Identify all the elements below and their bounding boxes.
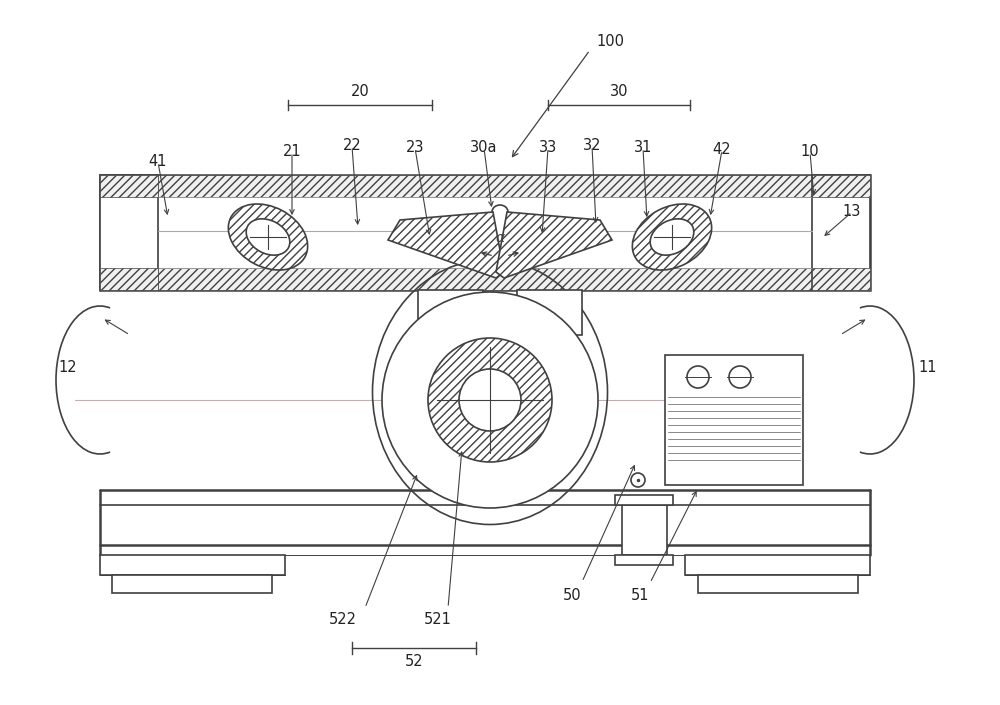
Circle shape [729, 366, 751, 388]
Bar [100, 268, 158, 290]
Circle shape [687, 366, 709, 388]
Text: 23: 23 [406, 140, 424, 156]
Bar [100, 175, 870, 197]
Bar [665, 355, 803, 485]
Text: 30a: 30a [470, 140, 498, 156]
Text: 10: 10 [801, 145, 819, 159]
Bar [812, 175, 870, 197]
Text: 100: 100 [596, 35, 624, 49]
Ellipse shape [650, 219, 694, 255]
Text: 33: 33 [539, 140, 557, 156]
Text: 30: 30 [610, 83, 628, 99]
Bar [112, 575, 272, 593]
Bar [468, 353, 532, 371]
Text: 51: 51 [631, 587, 649, 603]
Bar [100, 175, 158, 290]
Text: 41: 41 [149, 154, 167, 169]
Bar [615, 555, 673, 565]
Text: α: α [495, 231, 505, 245]
Circle shape [428, 338, 552, 462]
Bar [517, 290, 582, 335]
Text: 12: 12 [59, 360, 77, 376]
Text: 52: 52 [405, 654, 423, 670]
Bar [615, 495, 673, 505]
Circle shape [382, 292, 598, 508]
Bar [622, 505, 667, 555]
Text: 42: 42 [713, 142, 731, 157]
Bar [812, 175, 870, 290]
Text: 31: 31 [634, 140, 652, 156]
Bar [685, 555, 870, 575]
Text: 522: 522 [329, 613, 357, 627]
Text: 11: 11 [919, 360, 937, 376]
Circle shape [631, 473, 645, 487]
Text: 32: 32 [583, 138, 601, 154]
Ellipse shape [228, 204, 308, 270]
Bar [698, 575, 858, 593]
Text: 20: 20 [351, 83, 369, 99]
Bar [100, 268, 870, 290]
Bar [100, 555, 285, 575]
Polygon shape [496, 212, 612, 278]
Text: 13: 13 [843, 204, 861, 219]
Bar [418, 290, 483, 335]
Text: 521: 521 [424, 613, 452, 627]
Bar [460, 335, 540, 353]
Circle shape [459, 369, 521, 431]
Text: 21: 21 [283, 145, 301, 159]
Bar [812, 268, 870, 290]
Ellipse shape [632, 204, 712, 270]
Bar [100, 175, 870, 290]
Bar [100, 175, 158, 197]
Polygon shape [388, 212, 504, 278]
Text: 22: 22 [343, 138, 361, 154]
Text: 50: 50 [563, 587, 581, 603]
Ellipse shape [246, 219, 290, 255]
